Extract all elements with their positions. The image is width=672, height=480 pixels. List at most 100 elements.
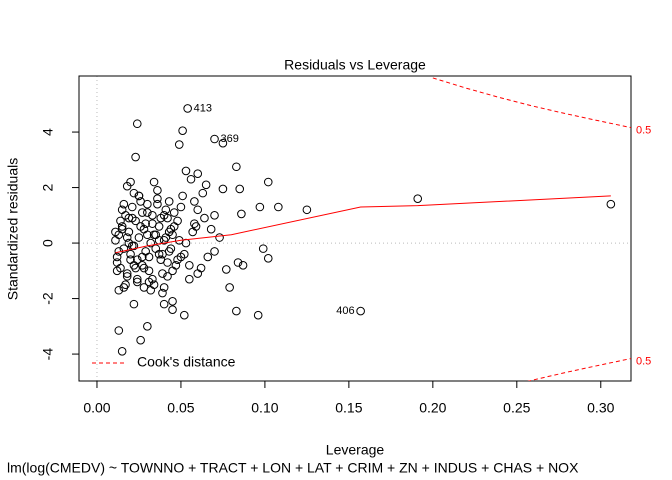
point [158,288,167,298]
x-tick-label: 0.25 [503,400,530,416]
point [144,266,154,276]
point [356,306,365,316]
point [132,277,142,287]
point [154,222,164,231]
point [127,202,137,212]
point [158,269,167,278]
point [168,297,177,306]
point [144,252,154,262]
point [161,205,171,215]
point [117,205,127,215]
point [193,205,203,215]
point [136,335,145,345]
point [149,177,159,187]
point [200,213,209,223]
point [119,244,129,253]
point [169,208,179,217]
point [159,299,169,309]
point [176,202,186,212]
point [237,209,246,219]
plot-frame [78,75,632,382]
point [190,197,199,206]
point [132,274,142,284]
cooks-level-label: 0.5 [636,125,651,137]
point [139,263,149,273]
point [124,213,134,223]
point [112,258,122,267]
point [134,233,144,242]
point [156,255,166,265]
point [258,244,268,253]
point-annotation: 413 [194,102,212,114]
point [116,216,125,226]
cooks-level-label: 0.5 [636,355,651,367]
point [413,194,423,203]
point [201,180,211,190]
point [134,191,144,201]
x-axis-label: Leverage [326,442,385,458]
point [255,202,265,212]
point [117,347,127,356]
point [129,299,139,309]
point [235,184,245,194]
point [221,265,231,274]
point [166,244,176,253]
point [136,222,145,231]
point [218,184,228,194]
point [185,260,194,270]
point [193,169,203,178]
point [302,205,312,215]
point [117,224,127,234]
point [127,213,137,223]
point [210,211,219,220]
point [122,269,132,278]
point [138,208,147,217]
cooks-curve [432,77,631,129]
point [206,224,216,234]
point [153,186,162,195]
chart-title: Residuals vs Leverage [284,57,426,73]
point [119,199,129,209]
point [210,134,219,144]
subtitle: lm(log(CMEDV) ~ TOWNNO + TRACT + LON + L… [7,460,579,476]
point-annotation: 406 [336,305,354,317]
point [143,230,152,240]
y-tick-label: 0 [40,239,56,247]
point [218,138,228,148]
point [191,222,201,231]
smooth-line [115,195,611,254]
point [129,188,139,198]
point [129,260,139,270]
point [148,211,157,220]
legend-label: Cook's distance [137,354,236,370]
y-tick-label: 2 [40,183,56,191]
point [198,188,208,198]
point [151,244,161,253]
point [183,104,192,113]
x-tick-label: 0.05 [167,400,194,416]
point [210,247,219,256]
point [190,219,199,228]
point [122,181,132,191]
point [203,252,213,262]
point-annotation: 369 [221,133,239,145]
point [139,283,149,292]
point [263,254,273,263]
point [112,252,122,262]
point [178,191,187,201]
point [114,285,124,295]
x-tick-label: 0.10 [251,400,278,416]
point [232,306,241,316]
point [238,260,248,270]
point [179,249,189,259]
point [143,199,152,209]
point [131,152,140,162]
point [215,233,224,242]
x-tick-label: 0.15 [335,400,362,416]
point [141,247,150,256]
point [174,140,184,149]
point [168,305,177,314]
point [159,283,169,292]
point [114,326,124,335]
